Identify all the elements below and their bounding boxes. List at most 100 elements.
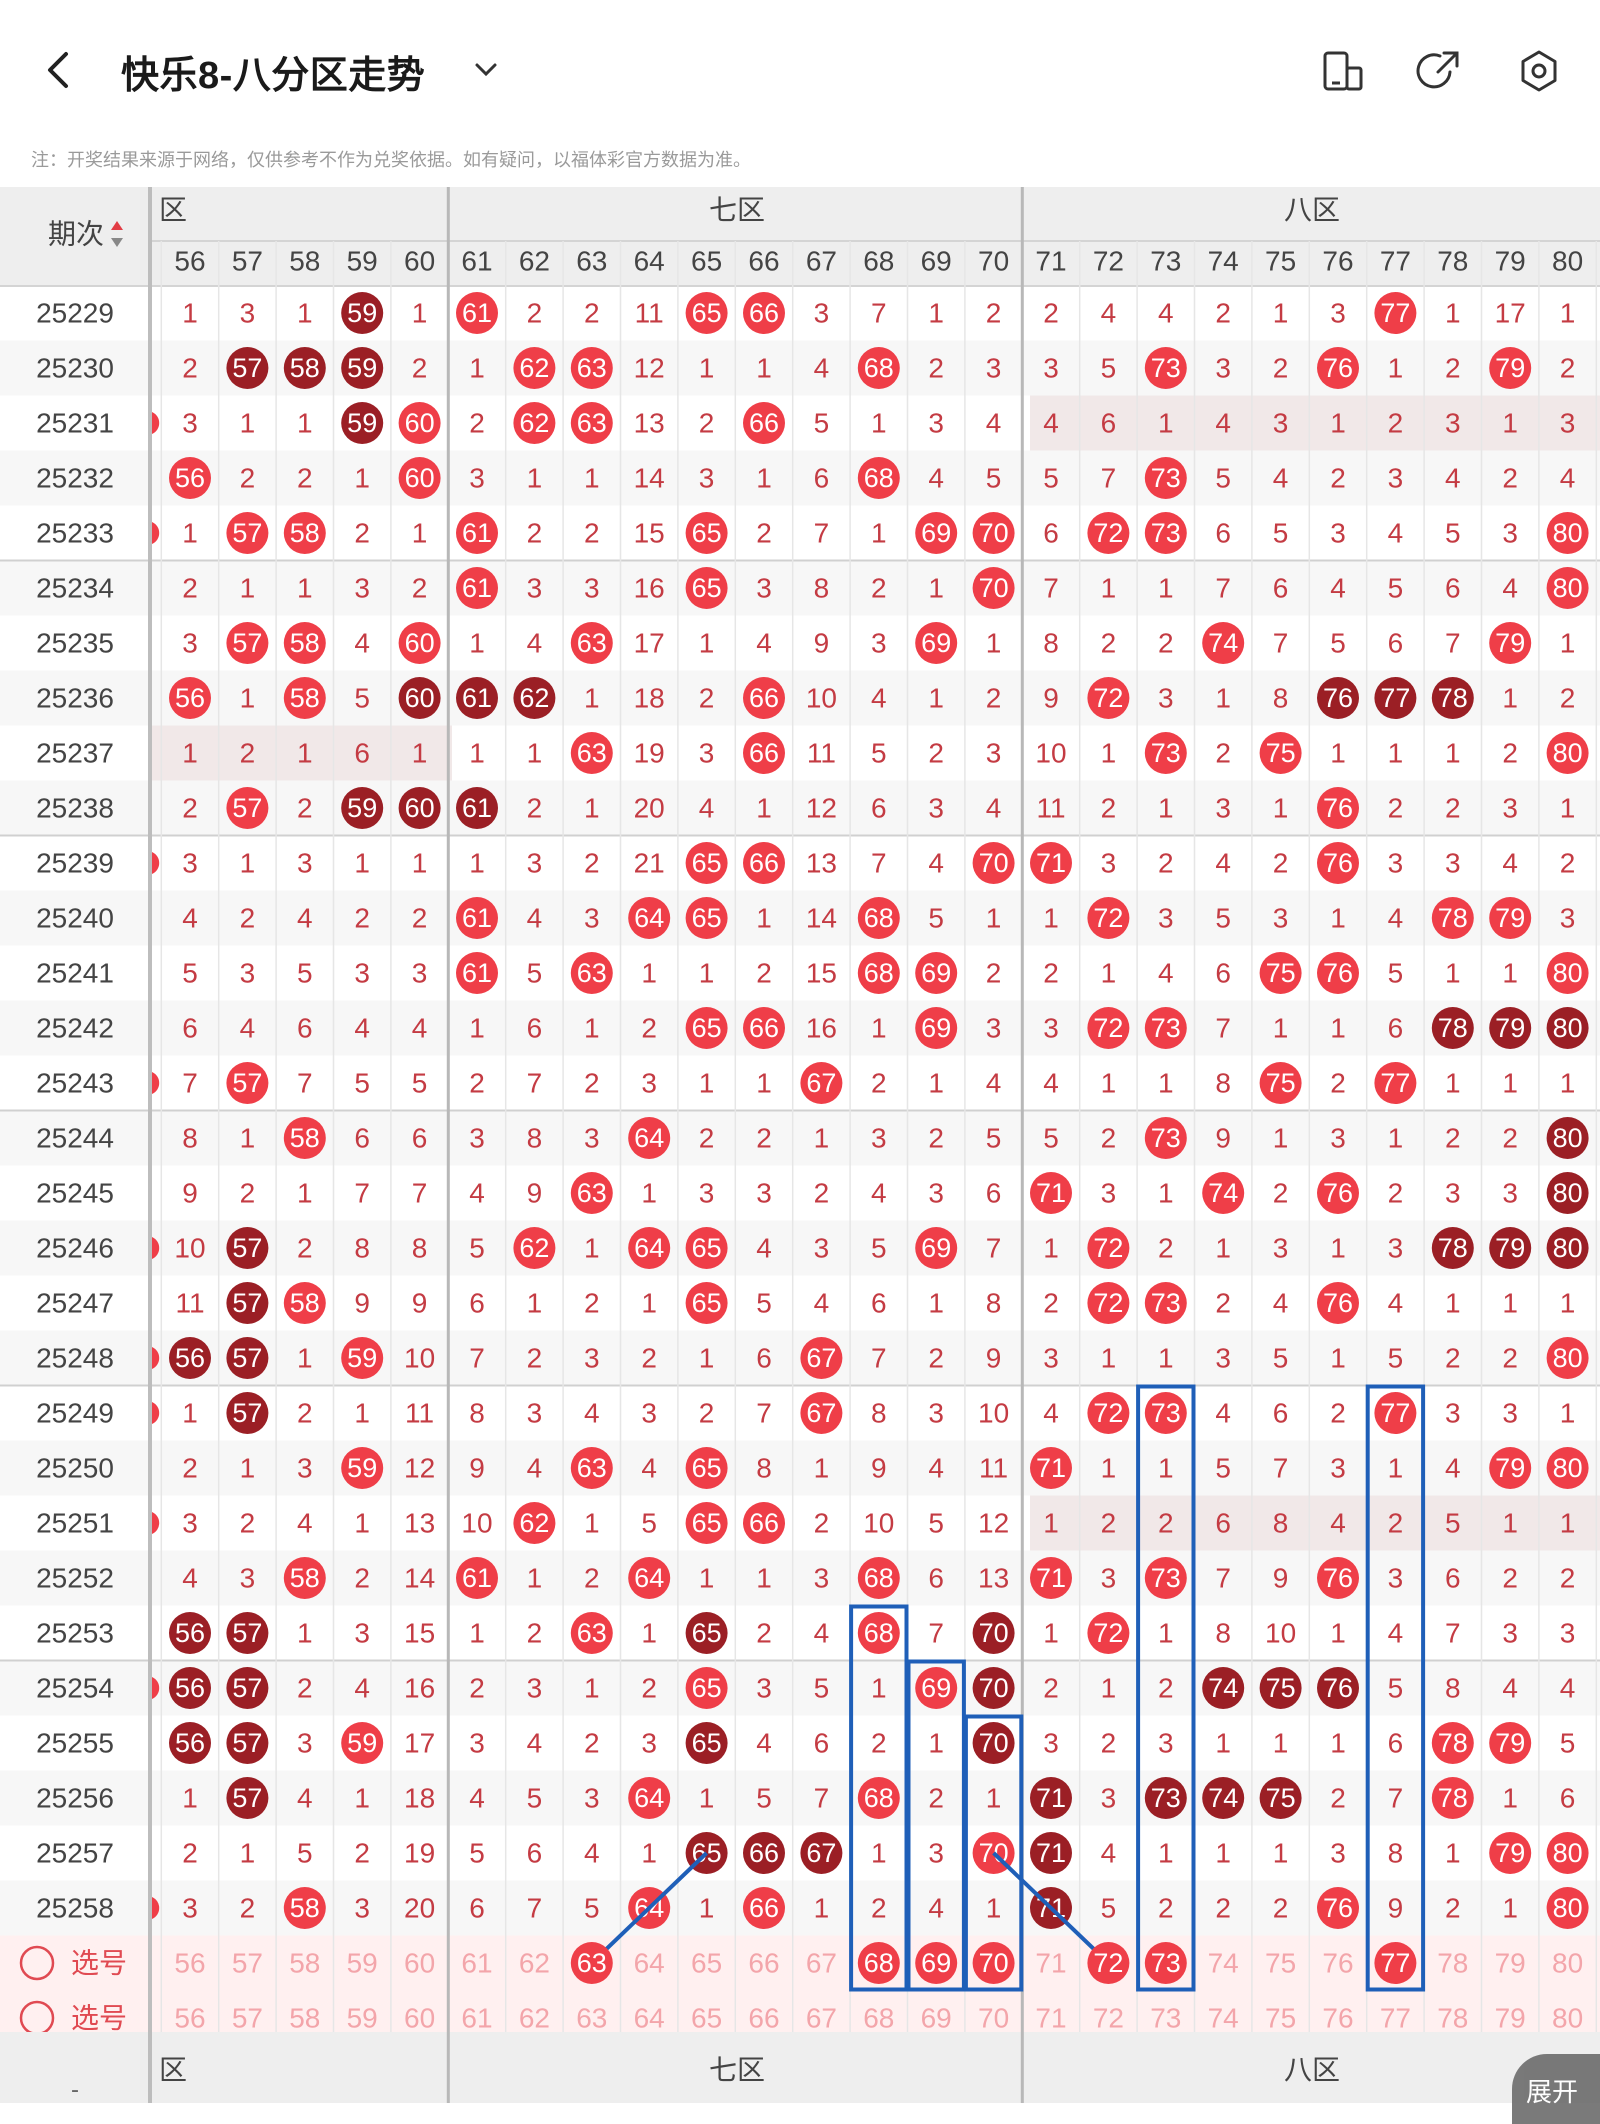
select-number[interactable]: 66	[748, 1948, 779, 1979]
select-number[interactable]: 57	[232, 2003, 263, 2034]
select-number[interactable]: 67	[806, 1948, 837, 1979]
miss-count: 4	[699, 793, 715, 824]
miss-count: 2	[1445, 1123, 1461, 1154]
miss-count: 16	[806, 1013, 837, 1044]
picked-ball[interactable]	[1087, 1942, 1130, 1984]
hit-number: 80	[1553, 518, 1583, 548]
select-number[interactable]: 65	[691, 2003, 722, 2034]
select-number[interactable]: 64	[634, 1948, 665, 1979]
select-number[interactable]: 79	[1495, 1948, 1526, 1979]
select-number[interactable]: 60	[404, 1948, 435, 1979]
select-number[interactable]: 77	[1380, 2003, 1411, 2034]
select-number[interactable]: 61	[461, 1948, 492, 1979]
select-label[interactable]: 选号	[71, 2003, 127, 2034]
radio-icon[interactable]	[19, 1945, 55, 1981]
select-number[interactable]: 69	[921, 2003, 952, 2034]
miss-count: 9	[354, 1288, 370, 1319]
miss-count: 2	[1101, 1508, 1117, 1539]
select-number[interactable]: 71	[1035, 2003, 1066, 2034]
back-icon[interactable]	[44, 50, 74, 90]
select-number[interactable]: 71	[1035, 1948, 1066, 1979]
picked-number[interactable]: 70	[979, 1948, 1009, 1978]
select-number[interactable]: 75	[1265, 2003, 1296, 2034]
hit-ball	[1144, 1007, 1187, 1049]
select-number[interactable]: 64	[634, 2003, 665, 2034]
select-number[interactable]: 74	[1208, 1948, 1239, 1979]
hit-ball	[570, 347, 613, 389]
select-number[interactable]: 72	[1093, 2003, 1124, 2034]
select-number[interactable]: 67	[806, 2003, 837, 2034]
miss-count: 1	[928, 573, 944, 604]
miss-count: 2	[584, 518, 600, 549]
select-number[interactable]: 62	[519, 2003, 550, 2034]
miss-count: 6	[1215, 958, 1231, 989]
picked-ball[interactable]	[1374, 1942, 1417, 1984]
picked-ball[interactable]	[570, 1942, 613, 1984]
settings-icon[interactable]	[1516, 48, 1562, 94]
phone-icon[interactable]	[1320, 48, 1366, 94]
select-number[interactable]: 80	[1552, 2003, 1583, 2034]
sort-icon[interactable]	[111, 221, 123, 247]
select-label[interactable]: 选号	[71, 1948, 127, 1979]
period-cell: 25230	[36, 353, 114, 384]
select-number[interactable]: 59	[347, 1948, 378, 1979]
select-number[interactable]: 70	[978, 2003, 1009, 2034]
picked-ball[interactable]	[915, 1942, 958, 1984]
share-icon[interactable]	[1416, 48, 1462, 94]
select-number[interactable]: 76	[1322, 2003, 1353, 2034]
select-number[interactable]: 78	[1437, 1948, 1468, 1979]
select-number[interactable]: 76	[1322, 1948, 1353, 1979]
hit-ball	[1030, 1447, 1072, 1489]
select-number[interactable]: 73	[1150, 2003, 1181, 2034]
miss-count: 5	[1101, 1893, 1117, 1924]
miss-count: 2	[297, 1233, 313, 1264]
picked-ball[interactable]	[1144, 1942, 1187, 1984]
miss-count: 2	[1388, 1508, 1404, 1539]
picked-number[interactable]: 72	[1093, 1948, 1123, 1978]
select-number[interactable]: 79	[1495, 2003, 1526, 2034]
lead-ball-fragment	[152, 412, 160, 434]
select-number[interactable]: 75	[1265, 1948, 1296, 1979]
miss-count: 2	[699, 1123, 715, 1154]
select-number[interactable]: 74	[1208, 2003, 1239, 2034]
select-number[interactable]: 58	[289, 1948, 320, 1979]
select-number[interactable]: 68	[863, 2003, 894, 2034]
miss-count: 2	[1502, 1123, 1518, 1154]
miss-count: 1	[1445, 958, 1461, 989]
select-number[interactable]: 59	[347, 2003, 378, 2034]
hit-number: 71	[1036, 1838, 1066, 1868]
select-number[interactable]: 65	[691, 1948, 722, 1979]
picked-ball[interactable]	[857, 1942, 900, 1984]
select-number[interactable]: 56	[174, 2003, 205, 2034]
select-number[interactable]: 66	[748, 2003, 779, 2034]
picked-number[interactable]: 77	[1380, 1948, 1410, 1978]
picked-number[interactable]: 69	[921, 1948, 951, 1978]
hit-number: 74	[1208, 1673, 1238, 1703]
picked-number[interactable]: 68	[864, 1948, 894, 1978]
miss-count: 3	[469, 1728, 485, 1759]
chevron-down-icon[interactable]	[472, 58, 500, 82]
hit-number: 77	[1380, 1068, 1410, 1098]
select-number[interactable]: 61	[461, 2003, 492, 2034]
expand-button[interactable]: 展开	[1512, 2054, 1600, 2124]
picked-number[interactable]: 63	[577, 1948, 607, 1978]
column-number: 56	[174, 246, 205, 277]
select-number[interactable]: 58	[289, 2003, 320, 2034]
select-number[interactable]: 60	[404, 2003, 435, 2034]
hit-ball	[743, 402, 785, 444]
hit-ball	[341, 292, 384, 334]
hit-number: 65	[692, 1728, 722, 1758]
hit-number: 75	[1266, 738, 1296, 768]
select-number[interactable]: 80	[1552, 1948, 1583, 1979]
select-number[interactable]: 62	[519, 1948, 550, 1979]
select-number[interactable]: 63	[576, 2003, 607, 2034]
picked-ball[interactable]	[972, 1942, 1015, 1984]
select-number[interactable]: 78	[1437, 2003, 1468, 2034]
picked-number[interactable]: 73	[1151, 1948, 1181, 1978]
hit-ball	[1546, 1227, 1589, 1269]
select-number[interactable]: 56	[174, 1948, 205, 1979]
footer-dash: -	[71, 2077, 79, 2104]
page-title[interactable]: 快乐8-八分区走势	[121, 55, 426, 97]
select-number[interactable]: 57	[232, 1948, 263, 1979]
miss-count: 7	[1215, 1013, 1231, 1044]
